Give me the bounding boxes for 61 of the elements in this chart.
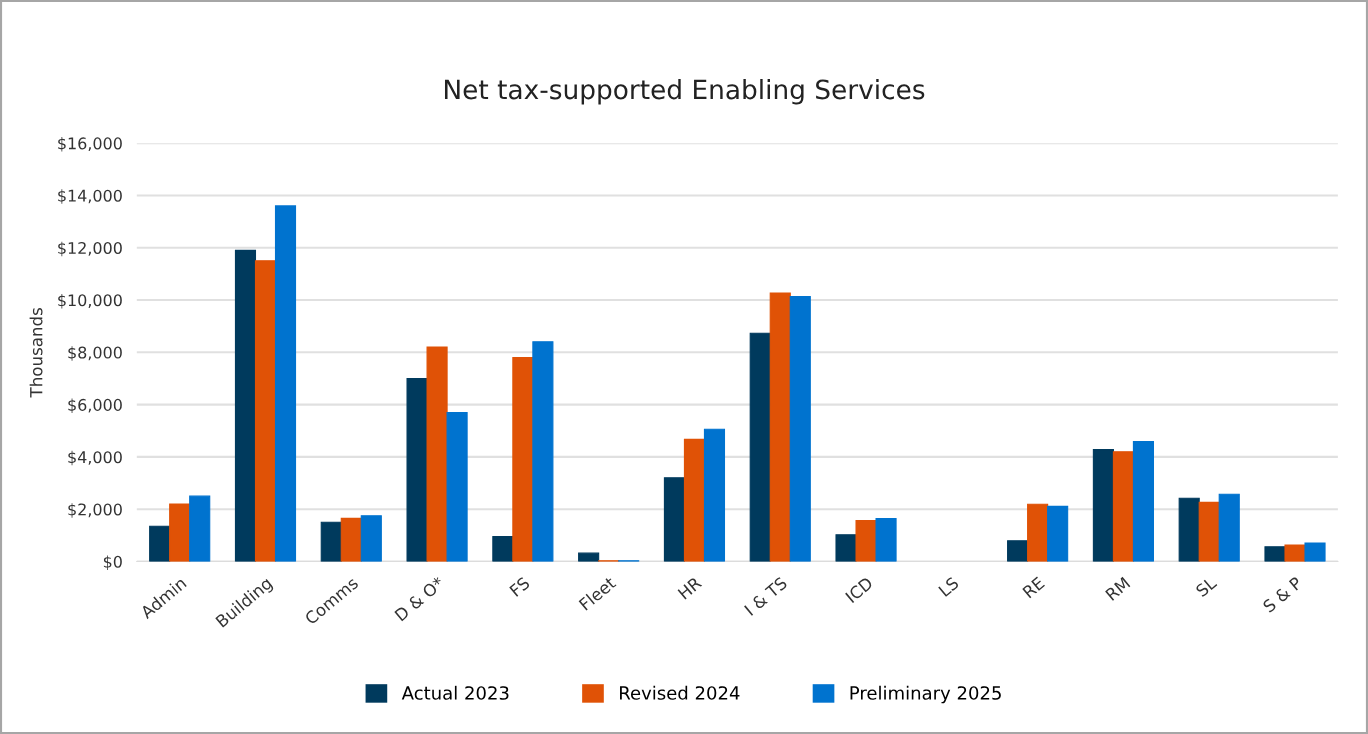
bar bbox=[1027, 503, 1049, 562]
x-tick-label: RM bbox=[1105, 576, 1131, 601]
bar bbox=[274, 205, 297, 562]
y-tick-label: $8,000 bbox=[68, 346, 122, 361]
bar bbox=[703, 428, 726, 562]
bar bbox=[512, 356, 534, 562]
bar bbox=[855, 519, 877, 562]
x-tick-label: RE bbox=[1022, 576, 1045, 599]
bar bbox=[663, 477, 686, 562]
bar bbox=[426, 346, 448, 562]
bar bbox=[835, 534, 857, 562]
y-tick-label: $16,000 bbox=[58, 137, 122, 152]
bar bbox=[492, 536, 514, 562]
bar bbox=[1007, 540, 1029, 562]
x-tick-label: D & O* bbox=[394, 575, 445, 622]
y-tick-label: $12,000 bbox=[58, 241, 122, 257]
bar bbox=[1304, 542, 1326, 562]
bar bbox=[1047, 505, 1069, 562]
bar bbox=[189, 495, 211, 562]
bar bbox=[1178, 497, 1200, 562]
y-tick-label: $10,000 bbox=[58, 293, 122, 309]
bar bbox=[360, 515, 382, 562]
y-tick-label: $6,000 bbox=[68, 398, 122, 414]
bar bbox=[1092, 449, 1114, 562]
y-tick-label: $0 bbox=[103, 555, 122, 570]
bar bbox=[1198, 501, 1220, 562]
bar bbox=[1218, 493, 1240, 562]
bar bbox=[234, 249, 257, 562]
bar bbox=[749, 332, 771, 562]
y-tick-label: $14,000 bbox=[58, 189, 122, 204]
bar bbox=[1264, 546, 1286, 562]
bar bbox=[1112, 451, 1134, 562]
x-tick-label: S & P bbox=[1262, 575, 1303, 613]
bar bbox=[578, 552, 600, 562]
bar bbox=[875, 518, 897, 562]
chart-title: Net tax-supported Enabling Services bbox=[444, 78, 925, 105]
bar bbox=[683, 438, 706, 562]
bar bbox=[149, 525, 171, 562]
y-axis-title: Thousands bbox=[29, 308, 43, 398]
x-tick-label: SL bbox=[1195, 575, 1218, 598]
y-tick-label: $4,000 bbox=[68, 450, 122, 466]
x-tick-label: ICD bbox=[844, 576, 874, 604]
legend-label: Preliminary 2025 bbox=[850, 685, 1001, 704]
bar bbox=[789, 296, 811, 562]
bar bbox=[254, 260, 277, 562]
bar bbox=[1132, 440, 1155, 562]
bar bbox=[769, 292, 791, 562]
legend-label: Actual 2023 bbox=[401, 685, 509, 700]
bar bbox=[169, 503, 191, 562]
y-tick-label: $2,000 bbox=[68, 503, 122, 518]
bar bbox=[340, 517, 362, 562]
bar bbox=[1284, 544, 1306, 562]
legend-label: Revised 2024 bbox=[620, 685, 740, 700]
bar bbox=[406, 377, 428, 562]
x-tick-label: HR bbox=[677, 576, 703, 600]
x-tick-label: LS bbox=[938, 576, 960, 597]
x-tick-label: I & TS bbox=[743, 576, 788, 616]
x-tick-label: FS bbox=[509, 576, 531, 598]
bar bbox=[532, 341, 554, 562]
bar bbox=[446, 411, 468, 562]
bar bbox=[320, 521, 342, 562]
